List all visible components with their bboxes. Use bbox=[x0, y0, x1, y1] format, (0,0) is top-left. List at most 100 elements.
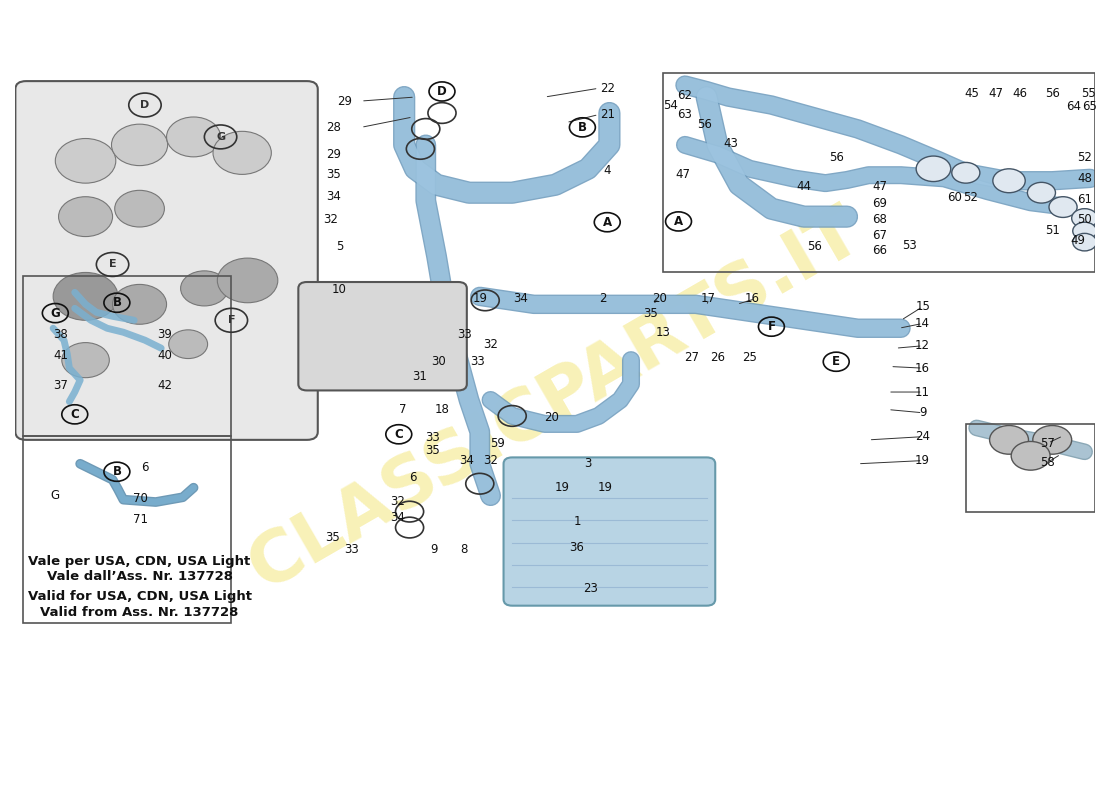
Text: 32: 32 bbox=[323, 213, 338, 226]
Text: 19: 19 bbox=[472, 292, 487, 306]
Text: 13: 13 bbox=[656, 326, 671, 338]
Circle shape bbox=[55, 138, 116, 183]
Text: 66: 66 bbox=[872, 244, 887, 257]
Text: 35: 35 bbox=[326, 530, 340, 544]
Text: A: A bbox=[674, 215, 683, 228]
Text: 42: 42 bbox=[157, 379, 172, 392]
Text: 25: 25 bbox=[742, 351, 757, 364]
Text: 33: 33 bbox=[344, 543, 359, 556]
Text: 36: 36 bbox=[570, 541, 584, 554]
Text: 60: 60 bbox=[947, 191, 962, 204]
Text: F: F bbox=[768, 320, 776, 333]
Text: 58: 58 bbox=[1041, 456, 1055, 469]
Text: 31: 31 bbox=[411, 370, 427, 382]
Text: G: G bbox=[51, 306, 60, 320]
Bar bbox=[23, 436, 231, 623]
Circle shape bbox=[166, 117, 221, 157]
Text: 18: 18 bbox=[434, 403, 450, 416]
Text: B: B bbox=[112, 466, 121, 478]
Text: 51: 51 bbox=[1045, 225, 1059, 238]
Circle shape bbox=[114, 190, 164, 227]
Text: 34: 34 bbox=[514, 292, 528, 306]
Text: 24: 24 bbox=[915, 430, 931, 443]
Text: 52: 52 bbox=[1077, 151, 1092, 164]
Text: 63: 63 bbox=[678, 108, 692, 121]
Text: 20: 20 bbox=[543, 411, 559, 424]
Text: 50: 50 bbox=[1077, 214, 1092, 226]
Bar bbox=[663, 73, 1096, 273]
Text: CLASSICPARTS.IT: CLASSICPARTS.IT bbox=[236, 196, 873, 604]
Text: A: A bbox=[603, 216, 612, 229]
FancyBboxPatch shape bbox=[504, 458, 715, 606]
Text: 45: 45 bbox=[965, 87, 980, 100]
Text: F: F bbox=[228, 315, 235, 326]
Circle shape bbox=[218, 258, 278, 302]
Text: 59: 59 bbox=[490, 438, 505, 450]
FancyBboxPatch shape bbox=[15, 81, 318, 440]
Bar bbox=[966, 424, 1096, 512]
Text: 56: 56 bbox=[828, 151, 844, 164]
Circle shape bbox=[62, 342, 109, 378]
Text: 9: 9 bbox=[918, 406, 926, 419]
Text: 47: 47 bbox=[989, 87, 1003, 100]
Text: 44: 44 bbox=[796, 180, 812, 193]
Text: 62: 62 bbox=[678, 89, 693, 102]
Text: 32: 32 bbox=[483, 454, 498, 467]
Text: 22: 22 bbox=[600, 82, 615, 94]
Text: 8: 8 bbox=[460, 543, 467, 556]
Text: 7: 7 bbox=[399, 403, 407, 416]
Text: 65: 65 bbox=[1082, 100, 1098, 113]
Text: 29: 29 bbox=[327, 148, 341, 161]
Text: 30: 30 bbox=[431, 355, 447, 368]
Text: 61: 61 bbox=[1077, 193, 1092, 206]
Circle shape bbox=[213, 131, 272, 174]
Text: 23: 23 bbox=[584, 582, 598, 595]
Text: 19: 19 bbox=[915, 454, 931, 467]
Text: 6: 6 bbox=[409, 471, 417, 484]
Text: 2: 2 bbox=[600, 292, 607, 306]
Bar bbox=[23, 277, 231, 436]
Text: 52: 52 bbox=[962, 191, 978, 204]
Text: 28: 28 bbox=[327, 121, 341, 134]
Text: 4: 4 bbox=[604, 164, 611, 177]
Text: Valid for USA, CDN, USA Light: Valid for USA, CDN, USA Light bbox=[28, 590, 252, 602]
Circle shape bbox=[111, 124, 167, 166]
Text: 41: 41 bbox=[53, 349, 68, 362]
Circle shape bbox=[990, 426, 1028, 454]
Text: 3: 3 bbox=[584, 458, 592, 470]
Text: G: G bbox=[216, 132, 225, 142]
Text: 16: 16 bbox=[915, 362, 931, 374]
Text: 16: 16 bbox=[745, 292, 759, 306]
Circle shape bbox=[1027, 182, 1056, 203]
Circle shape bbox=[168, 330, 208, 358]
Text: 21: 21 bbox=[600, 108, 615, 121]
Text: 9: 9 bbox=[431, 543, 438, 556]
Text: 27: 27 bbox=[684, 351, 699, 364]
Text: 56: 56 bbox=[807, 241, 822, 254]
Circle shape bbox=[1072, 234, 1097, 251]
Text: 57: 57 bbox=[1041, 437, 1055, 450]
Circle shape bbox=[916, 156, 950, 182]
Text: 38: 38 bbox=[53, 328, 68, 341]
Circle shape bbox=[53, 273, 118, 320]
Text: 69: 69 bbox=[872, 198, 887, 210]
Text: 5: 5 bbox=[336, 240, 343, 253]
Text: 64: 64 bbox=[1066, 100, 1081, 113]
Text: 10: 10 bbox=[332, 283, 346, 297]
Text: 53: 53 bbox=[902, 239, 917, 252]
Text: E: E bbox=[109, 259, 117, 270]
Text: 34: 34 bbox=[390, 510, 405, 524]
Text: 29: 29 bbox=[338, 94, 352, 107]
Text: 56: 56 bbox=[697, 118, 712, 131]
Text: 35: 35 bbox=[425, 444, 440, 457]
Text: 19: 19 bbox=[597, 481, 613, 494]
Text: 32: 32 bbox=[483, 338, 498, 350]
Text: C: C bbox=[70, 408, 79, 421]
Text: 35: 35 bbox=[327, 168, 341, 181]
Text: 47: 47 bbox=[675, 168, 691, 181]
Text: E: E bbox=[833, 355, 840, 368]
Circle shape bbox=[1011, 442, 1050, 470]
Text: 26: 26 bbox=[710, 351, 725, 364]
Text: 32: 32 bbox=[390, 494, 405, 508]
Text: 46: 46 bbox=[1012, 87, 1027, 100]
